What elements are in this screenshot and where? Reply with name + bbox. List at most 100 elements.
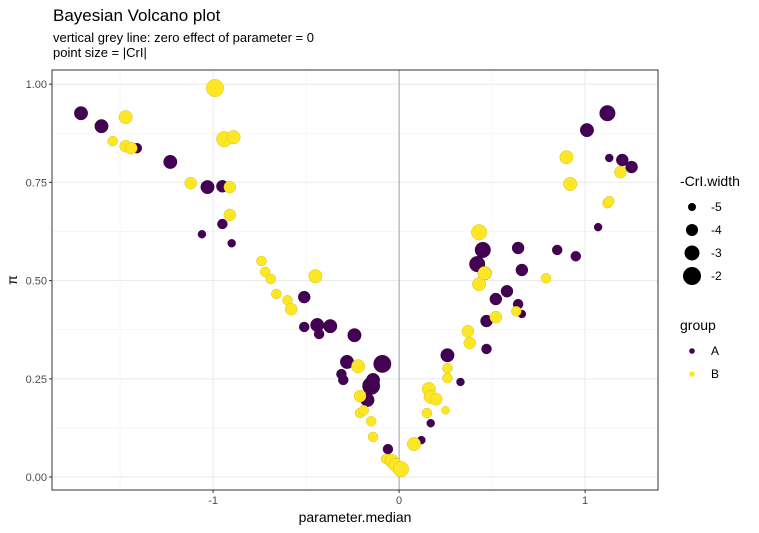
data-point-B (256, 255, 267, 267)
data-point-B (351, 359, 366, 374)
data-point-A (481, 343, 492, 355)
size-legend-label: -5 (711, 200, 722, 214)
data-point-B (365, 416, 377, 427)
data-point-B (477, 266, 492, 281)
x-tick-label: -1 (208, 495, 218, 507)
data-point-B (223, 208, 237, 222)
size-legend-key (683, 267, 701, 285)
data-point-B (184, 176, 197, 190)
data-point-B (358, 405, 369, 416)
y-tick-label: 0.50 (26, 276, 47, 288)
y-axis-title: π (4, 275, 20, 285)
data-point-B (511, 306, 522, 317)
panel-border (51, 69, 659, 491)
axis-ticks: -1 0 1 0.00 0.25 0.50 0.75 1.00 (26, 79, 589, 507)
size-legend-label: -2 (711, 269, 722, 283)
data-point-A (313, 328, 325, 340)
data-point-A (347, 328, 362, 343)
color-legend-label: B (711, 367, 719, 381)
data-point-A (382, 443, 394, 455)
data-point-A (366, 373, 380, 387)
points (74, 79, 638, 478)
data-point-B (226, 130, 241, 145)
size-legend-label: -4 (711, 223, 722, 237)
size-legend-key (684, 245, 700, 261)
color-legend-key-A (689, 348, 695, 354)
gridlines (52, 70, 658, 490)
data-point-B (367, 431, 379, 443)
data-point-B (540, 273, 552, 284)
data-point-A (616, 153, 629, 167)
data-point-A (94, 119, 109, 134)
data-point-B (392, 461, 409, 478)
data-point-A (426, 419, 435, 428)
x-tick-label: 0 (396, 495, 402, 507)
data-point-A (323, 319, 338, 334)
y-tick-label: 0.00 (26, 472, 47, 484)
data-point-B (206, 79, 224, 97)
size-legend-key (686, 224, 698, 236)
y-tick-label: 1.00 (26, 79, 47, 91)
data-point-A (456, 377, 465, 387)
data-point-A (511, 241, 525, 255)
data-point-A (163, 154, 178, 169)
y-tick-label: 0.75 (26, 177, 47, 189)
data-point-A (440, 348, 455, 363)
data-point-A (227, 239, 236, 248)
color-legend-label: A (711, 344, 719, 358)
data-point-B (125, 141, 138, 155)
data-point-B (308, 269, 323, 284)
data-point-A (489, 292, 503, 306)
data-point-A (299, 321, 310, 333)
data-point-A (200, 180, 215, 195)
x-axis-title: parameter.median (299, 509, 412, 525)
data-point-B (442, 363, 453, 374)
data-point-B (489, 310, 503, 324)
data-point-B (107, 135, 118, 147)
data-point-B (614, 165, 627, 179)
size-legend-label: -3 (711, 246, 722, 260)
data-point-A (605, 153, 614, 163)
data-point-B (265, 273, 276, 285)
color-legend-title: group (680, 317, 716, 333)
data-point-A (579, 123, 594, 138)
data-point-B (563, 176, 578, 191)
chart-subtitle-line-2: point size = |CrI| (53, 45, 147, 60)
data-point-A (593, 222, 603, 232)
data-point-B (259, 266, 271, 278)
size-legend-key (688, 203, 696, 211)
data-point-B (285, 303, 298, 316)
data-point-A (197, 230, 207, 239)
size-legend-title: -CrI.width (680, 173, 740, 189)
data-point-A (474, 241, 491, 258)
chart-title: Bayesian Volcano plot (53, 6, 221, 25)
chart-subtitle-line-1: vertical grey line: zero effect of param… (53, 30, 314, 45)
panel-background (52, 70, 658, 490)
data-point-B (353, 389, 367, 403)
data-point-A (298, 290, 311, 304)
data-point-B (271, 288, 282, 300)
data-point-B (407, 437, 421, 451)
data-point-B (430, 393, 443, 406)
data-point-A (551, 244, 563, 256)
color-legend-key-B (689, 371, 695, 377)
data-point-B (461, 325, 475, 338)
data-point-B (421, 407, 433, 419)
data-point-B (442, 372, 453, 384)
data-point-A (373, 354, 392, 373)
y-tick-label: 0.25 (26, 374, 47, 386)
data-point-B (463, 336, 476, 350)
data-point-A (336, 368, 347, 380)
data-point-B (471, 224, 488, 241)
data-point-A (625, 160, 638, 174)
data-point-B (441, 406, 450, 415)
data-point-A (515, 263, 529, 277)
data-point-A (599, 105, 616, 122)
data-point-A (74, 106, 88, 121)
data-point-A (217, 218, 228, 230)
data-point-B (472, 277, 487, 292)
x-tick-label: 1 (582, 495, 588, 507)
data-point-B (118, 110, 133, 125)
data-point-B (223, 180, 237, 194)
